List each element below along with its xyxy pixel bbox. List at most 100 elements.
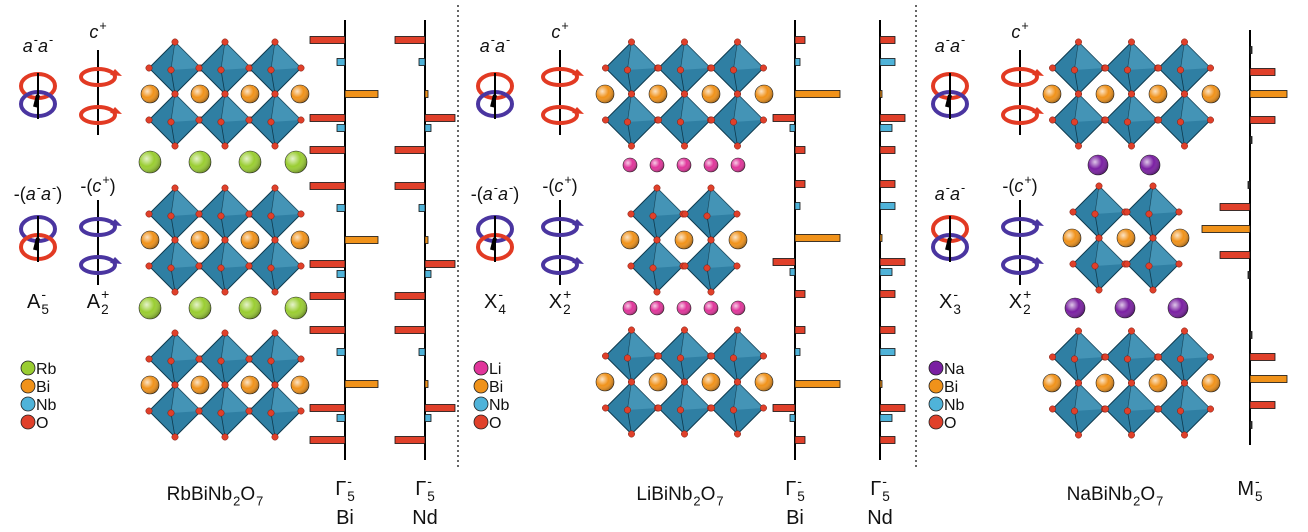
displacement-bar bbox=[880, 437, 895, 444]
displacement-bar bbox=[425, 381, 428, 388]
atom-shine bbox=[704, 301, 718, 315]
label-text: ) bbox=[513, 184, 519, 204]
oxygen bbox=[218, 410, 224, 416]
subscript: 5 bbox=[427, 489, 435, 504]
oxygen bbox=[628, 431, 634, 437]
oxygen bbox=[218, 213, 224, 219]
displacement-bar bbox=[337, 59, 345, 66]
oxygen bbox=[1124, 261, 1130, 267]
atom-shine bbox=[141, 376, 159, 394]
oxygen bbox=[734, 431, 740, 437]
label-text: ) bbox=[110, 176, 116, 196]
displacement-bar bbox=[395, 37, 425, 44]
octahedron-face bbox=[681, 330, 711, 358]
oxygen bbox=[222, 330, 228, 336]
displacement-bar bbox=[795, 349, 800, 356]
superscript: + bbox=[561, 19, 568, 33]
subscript: 4 bbox=[498, 302, 506, 317]
oxygen bbox=[602, 117, 608, 123]
oxygen bbox=[1181, 380, 1187, 386]
label: -(a-a-) bbox=[14, 181, 62, 204]
legend-swatch bbox=[474, 379, 488, 393]
label-text: -( bbox=[542, 176, 554, 196]
oxygen bbox=[734, 91, 740, 97]
displacement-bar bbox=[1202, 226, 1250, 233]
oxygen bbox=[272, 39, 278, 45]
oxygen bbox=[1102, 65, 1108, 71]
oxygen bbox=[734, 211, 740, 217]
oxygen bbox=[1181, 143, 1187, 149]
superscript: - bbox=[797, 473, 802, 489]
oxygen bbox=[298, 65, 304, 71]
displacement-bar bbox=[1250, 354, 1275, 361]
subscript: 2 bbox=[233, 494, 240, 509]
atom-shine bbox=[1168, 298, 1188, 318]
oxygen bbox=[1207, 117, 1213, 123]
superscript: + bbox=[101, 286, 109, 302]
legend-label: Li bbox=[489, 361, 501, 378]
atom-shine bbox=[191, 85, 209, 103]
displacement-bar bbox=[425, 125, 431, 132]
atom-shine bbox=[191, 376, 209, 394]
displacement-bar bbox=[880, 91, 882, 98]
atom-shine bbox=[1043, 85, 1061, 103]
label-text: A bbox=[27, 291, 41, 313]
oxygen bbox=[682, 263, 688, 269]
oxygen bbox=[730, 355, 736, 361]
oxygen bbox=[1075, 328, 1081, 334]
oxygen bbox=[677, 119, 683, 125]
displacement-bar bbox=[795, 381, 840, 388]
oxygen bbox=[196, 263, 202, 269]
oxygen bbox=[650, 265, 656, 271]
subscript: 7 bbox=[716, 494, 723, 509]
displacement-bar bbox=[880, 405, 905, 412]
displacement-bar bbox=[345, 381, 378, 388]
displacement-bar bbox=[880, 327, 895, 334]
oxygen bbox=[681, 431, 687, 437]
label: -(c+) bbox=[80, 173, 115, 196]
oxygen bbox=[272, 382, 278, 388]
oxygen bbox=[704, 213, 710, 219]
label-text: ) bbox=[572, 176, 578, 196]
displacement-bar bbox=[395, 183, 425, 190]
displacement-bar bbox=[773, 405, 795, 412]
atom-shine bbox=[677, 158, 691, 172]
oxygen bbox=[222, 382, 228, 388]
atom-shine bbox=[755, 373, 773, 391]
superscript: + bbox=[99, 19, 106, 33]
oxygen bbox=[298, 408, 304, 414]
label: A2+ bbox=[87, 286, 110, 317]
label-text: Γ bbox=[335, 478, 346, 500]
label-text: NaBiNb bbox=[1067, 484, 1132, 505]
octahedron-face bbox=[1128, 331, 1158, 359]
oxygen bbox=[708, 353, 714, 359]
displacement-bar bbox=[419, 349, 425, 356]
oxygen bbox=[272, 330, 278, 336]
label-text: c bbox=[1014, 176, 1023, 196]
displacement-bar bbox=[395, 327, 425, 334]
superscript: + bbox=[564, 173, 571, 187]
oxygen bbox=[222, 91, 228, 97]
oxygen bbox=[246, 117, 252, 123]
legend-label: O bbox=[36, 415, 48, 432]
oxygen bbox=[1155, 117, 1161, 123]
superscript: - bbox=[961, 33, 965, 47]
oxygen bbox=[681, 91, 687, 97]
label-text: a bbox=[38, 36, 48, 56]
atom-shine bbox=[291, 85, 309, 103]
displacement-bar bbox=[337, 349, 345, 356]
displacement-bar bbox=[1248, 182, 1250, 189]
oxygen bbox=[1181, 328, 1187, 334]
subscript: 2 bbox=[101, 302, 109, 317]
oxygen bbox=[677, 67, 683, 73]
oxygen bbox=[272, 289, 278, 295]
oxygen bbox=[146, 263, 152, 269]
oxygen bbox=[222, 39, 228, 45]
label-text: -( bbox=[471, 184, 483, 204]
label-text: a bbox=[498, 184, 508, 204]
label-text: c bbox=[1011, 22, 1020, 42]
label-text: c bbox=[551, 22, 560, 42]
label-text: a bbox=[935, 184, 945, 204]
atom-shine bbox=[291, 231, 309, 249]
figure: a-a-c+-(a-a-)-(c+)A5-A2+RbBiNbORbBiNb2O7… bbox=[0, 0, 1308, 532]
